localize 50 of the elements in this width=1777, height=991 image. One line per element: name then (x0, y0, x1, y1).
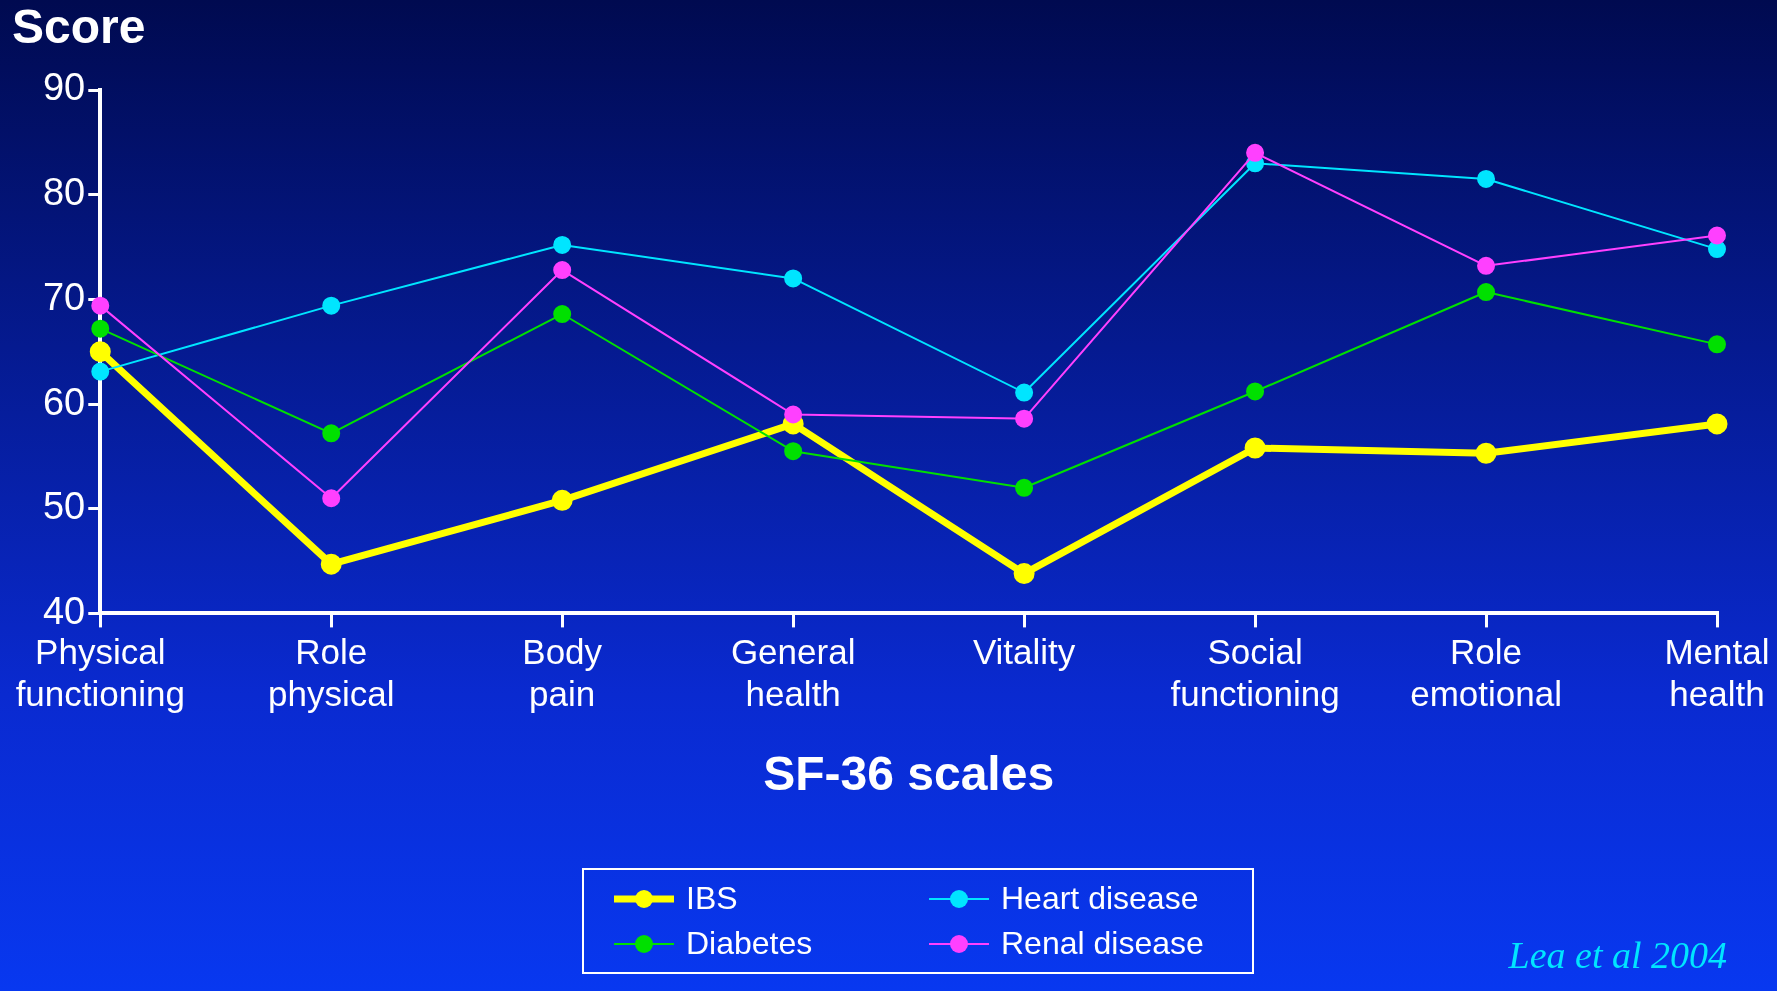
point (784, 405, 803, 424)
x-tick-label: General health (730, 632, 856, 714)
text: Lea et al 2004 (1508, 933, 1727, 977)
legend-label: IBS (686, 880, 738, 917)
point (1246, 143, 1265, 162)
point (553, 261, 572, 280)
point (89, 341, 111, 363)
legend-label: Renal disease (1001, 925, 1204, 962)
point (553, 305, 572, 324)
y-tick-label: 60 (42, 380, 86, 423)
point (784, 442, 803, 461)
point (91, 362, 110, 381)
point (1013, 563, 1035, 585)
x-tick-label: Body pain (522, 632, 603, 714)
point (1477, 283, 1496, 302)
x-axis-title: SF-36 scales (763, 747, 1055, 801)
legend-label: Diabetes (686, 925, 813, 962)
y-tick-label: 90 (42, 66, 86, 109)
point (1246, 382, 1265, 401)
x-tick-label: Vitality (972, 632, 1076, 672)
y-tick-label: 40 (42, 589, 86, 632)
point (553, 235, 572, 254)
y-tick-label: 70 (42, 275, 86, 318)
point (1477, 169, 1496, 188)
point (320, 553, 342, 575)
point (784, 269, 803, 288)
x-tick-label: Role emotional (1410, 632, 1562, 714)
point (322, 489, 341, 508)
point (1015, 409, 1034, 428)
point (1015, 478, 1034, 497)
point (1477, 256, 1496, 275)
y-tick-label: 50 (42, 485, 86, 528)
point (1244, 437, 1266, 459)
point (322, 424, 341, 443)
point (1475, 442, 1497, 464)
legend-label: Heart disease (1001, 880, 1199, 917)
x-tick-label: Social functioning (1170, 632, 1340, 714)
x-tick-label: Physical functioning (15, 632, 185, 714)
point (1706, 413, 1728, 435)
point (1708, 226, 1726, 245)
x-tick-label: Role physical (268, 632, 395, 714)
y-axis-title: Score (12, 0, 146, 54)
point (91, 319, 110, 338)
point (1015, 383, 1034, 402)
y-tick-label: 80 (42, 171, 86, 214)
x-tick-label: Mental health (1664, 632, 1770, 714)
point (322, 296, 341, 315)
point (1708, 335, 1726, 354)
point (551, 489, 573, 511)
point (91, 296, 110, 315)
